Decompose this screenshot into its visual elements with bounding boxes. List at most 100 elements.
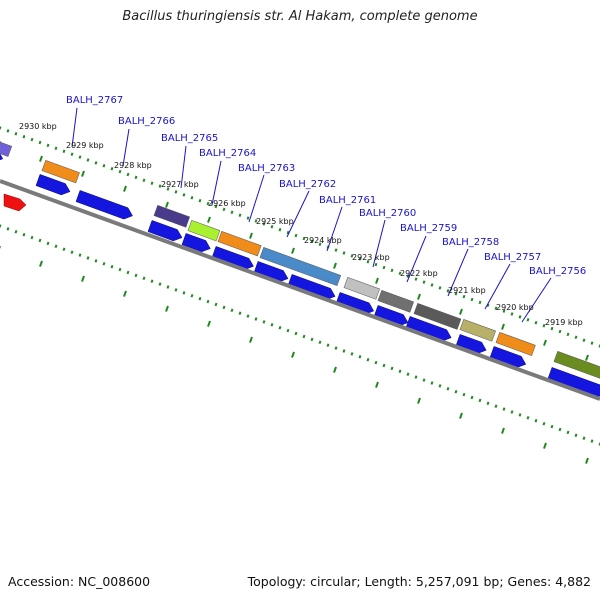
outer-cog-dot <box>214 204 218 209</box>
gene-leader <box>248 174 265 223</box>
cog-feature <box>0 134 13 157</box>
outer-cog-dot <box>198 198 202 203</box>
gene-leader <box>286 190 310 238</box>
scale-tick <box>459 308 463 315</box>
scale-tick <box>123 290 127 297</box>
inner-cog-dot <box>486 401 490 406</box>
scale-label: 2924 kbp <box>304 236 342 245</box>
inner-cog-dot <box>182 291 186 295</box>
inner-cog-dot <box>46 241 50 246</box>
outer-cog-dot <box>550 326 554 331</box>
scale-tick <box>417 293 421 300</box>
cog-feature <box>259 246 342 287</box>
inner-cog-dot <box>438 384 442 388</box>
outer-cog-dot <box>118 169 122 174</box>
gene-leader <box>484 263 511 310</box>
outer-cog-dot <box>414 277 418 281</box>
cog-feature <box>495 331 536 356</box>
scale-label: 2923 kbp <box>352 253 390 262</box>
cog-feature-track <box>0 134 600 383</box>
gene-label: BALH_2761 <box>319 195 376 206</box>
gene-leader <box>180 145 187 189</box>
scale-label: 2920 kbp <box>496 303 534 312</box>
inner-cog-dot <box>358 355 362 359</box>
scale-tick <box>585 354 589 361</box>
inner-cog-dot <box>166 285 170 289</box>
outer-cog-dot <box>182 193 186 197</box>
outer-cog-dot <box>278 227 282 232</box>
outer-cog-dot <box>78 155 82 159</box>
scale-label: 2925 kbp <box>256 217 294 226</box>
cog-feature <box>153 204 190 228</box>
scale-ticks <box>0 141 589 464</box>
inner-cog-dot <box>54 244 58 249</box>
inner-cog-dot <box>110 264 114 269</box>
inner-cog-dot <box>174 288 178 292</box>
outer-cog-dot <box>558 329 562 334</box>
outer-cog-dot <box>398 271 402 276</box>
gene-label: BALH_2759 <box>400 223 457 234</box>
scale-label: 2930 kbp <box>19 122 57 131</box>
outer-cog-dot <box>510 312 514 316</box>
inner-cog-dot <box>374 360 378 365</box>
outer-cog-dot <box>502 309 506 313</box>
inner-cog-dot-track <box>0 224 600 446</box>
inner-cog-dot <box>502 407 506 411</box>
scale-tick <box>39 155 43 162</box>
outer-cog-dot <box>494 306 498 310</box>
outer-cog-dot <box>230 210 234 215</box>
scale-tick <box>207 216 211 223</box>
gene-leader <box>122 128 130 167</box>
scale-label: 2927 kbp <box>161 180 199 189</box>
inner-cog-dot <box>366 357 370 362</box>
inner-cog-dot <box>598 442 600 446</box>
inner-cog-dot <box>278 325 282 330</box>
inner-cog-dot <box>70 250 74 254</box>
outer-cog-dot <box>6 129 10 133</box>
inner-cog-dot <box>78 253 82 257</box>
outer-cog-dot <box>358 257 362 261</box>
outer-cog-dot <box>438 286 442 290</box>
scale-tick <box>501 427 505 434</box>
inner-cog-dot <box>334 346 338 350</box>
outer-cog-dot <box>238 213 242 217</box>
outer-cog-dot <box>222 207 226 212</box>
inner-cog-dot <box>430 381 434 385</box>
inner-cog-dot <box>158 282 162 286</box>
outer-cog-dot <box>366 259 370 264</box>
scale-label: 2919 kbp <box>545 318 583 327</box>
inner-cog-dot <box>422 378 426 382</box>
scale-tick <box>459 412 463 419</box>
outer-cog-dot <box>470 297 474 302</box>
outer-cog-dot <box>534 320 538 325</box>
outer-cog-dot <box>62 149 66 154</box>
inner-cog-dot <box>414 375 418 379</box>
outer-cog-dot <box>102 164 106 168</box>
cog-feature <box>187 219 221 242</box>
inner-cog-dot <box>94 259 98 263</box>
scale-label: 2929 kbp <box>66 141 104 150</box>
gene-labels: BALH_2767 BALH_2766 BALH_2765 BALH_2764 BALH… <box>66 95 586 277</box>
outer-cog-dot <box>310 239 314 244</box>
outer-cog-dot <box>518 315 522 319</box>
outer-cog-dot <box>566 332 570 337</box>
outer-cog-dot <box>262 222 266 226</box>
outer-cog-dot <box>526 318 530 322</box>
inner-cog-dot <box>462 392 466 397</box>
inner-cog-dot <box>446 387 450 391</box>
inner-cog-dot <box>310 337 314 342</box>
inner-cog-dot <box>6 227 10 231</box>
outer-cog-dot <box>294 233 298 238</box>
gene-leader <box>326 206 343 252</box>
scale-tick <box>375 381 379 388</box>
cog-feature <box>41 159 80 184</box>
cog-feature <box>553 350 600 383</box>
inner-cog-dot <box>398 369 402 374</box>
outer-cog-dot <box>574 335 578 340</box>
inner-cog-dot <box>454 389 458 394</box>
gene-label: BALH_2760 <box>359 208 416 219</box>
inner-cog-dot <box>510 410 514 414</box>
inner-cog-dot <box>150 279 154 283</box>
topology-text: Topology: circular; Length: 5,257,091 bp… <box>247 574 591 589</box>
gene-label: BALH_2764 <box>199 148 256 159</box>
